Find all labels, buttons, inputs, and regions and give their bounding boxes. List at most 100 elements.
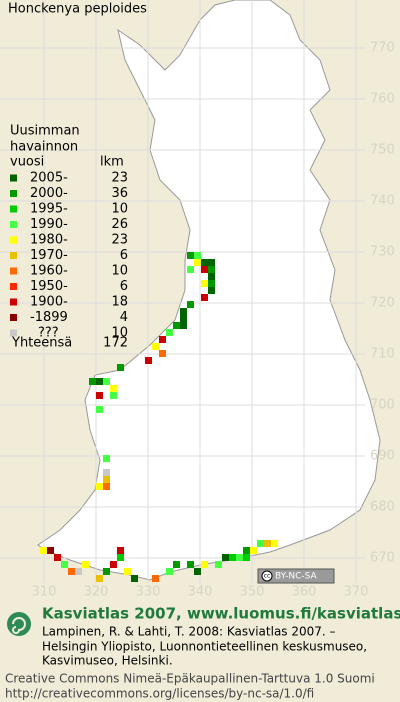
- observation-cell: [173, 322, 180, 329]
- observation-cell: [131, 575, 138, 582]
- citation-line: Helsingin Yliopisto, Luonnontieteellinen…: [42, 640, 367, 654]
- legend-label: 1950-: [30, 279, 68, 294]
- legend-count: 10: [111, 326, 128, 341]
- x-coordinate-label: 360: [292, 585, 317, 600]
- observation-cell: [180, 315, 187, 322]
- grid: 770 760 750 740 730 720 710 700 690 680 670 310 320 3…: [0, 0, 395, 600]
- observation-cell: [187, 266, 194, 273]
- observation-cell: [243, 554, 250, 561]
- legend-heading: havainnon: [10, 140, 78, 155]
- y-coordinate-label: 710: [370, 347, 395, 362]
- legend-count: 23: [111, 171, 128, 186]
- observation-cell: [208, 259, 215, 266]
- y-coordinate-label: 670: [370, 551, 395, 566]
- legend-count-heading: lkm: [100, 155, 124, 170]
- x-coordinate-label: 350: [240, 585, 265, 600]
- x-coordinate-label: 340: [188, 585, 213, 600]
- observation-cell: [222, 554, 229, 561]
- observation-cell: [201, 266, 208, 273]
- legend-label: 1960-: [30, 264, 68, 279]
- legend-label: 2005-: [30, 171, 68, 186]
- observation-cell: [152, 575, 159, 582]
- observation-cell: [40, 547, 47, 554]
- observation-cell: [96, 378, 103, 385]
- legend-label: 2000-: [30, 186, 68, 201]
- y-coordinate-label: 690: [370, 449, 395, 464]
- legend-count: 4: [120, 310, 128, 325]
- observation-cell: [194, 252, 201, 259]
- legend-swatch: [10, 221, 17, 228]
- observation-cell: [173, 561, 180, 568]
- observation-cell: [180, 308, 187, 315]
- legend-label: 1990-: [30, 217, 68, 232]
- observation-cell: [215, 561, 222, 568]
- observation-cell: [96, 483, 103, 490]
- legend-count: 6: [120, 248, 128, 263]
- observation-cell: [117, 364, 124, 371]
- observation-cell: [96, 575, 103, 582]
- observation-cell: [208, 266, 215, 273]
- observation-cell: [145, 357, 152, 364]
- x-coordinate-label: 370: [344, 585, 369, 600]
- y-coordinate-label: 700: [370, 398, 395, 413]
- observation-cell: [124, 568, 131, 575]
- observation-cell: [152, 343, 159, 350]
- y-coordinate-label: 740: [370, 194, 395, 209]
- y-coordinate-label: 730: [370, 245, 395, 260]
- observation-cell: [236, 554, 243, 561]
- citation-line: Lampinen, R. & Lahti, T. 2008: Kasviatla…: [42, 625, 336, 639]
- y-coordinate-label: 750: [370, 143, 395, 158]
- observation-cell: [166, 568, 173, 575]
- legend-swatch: [10, 298, 17, 306]
- legend-count: 26: [111, 217, 128, 232]
- x-coordinate-label: 310: [32, 585, 57, 600]
- observation-cell: [208, 273, 215, 280]
- observation-cell: [201, 259, 208, 266]
- species-title: Honckenya peploides: [8, 2, 147, 17]
- legend-total-label: Yhteensä: [11, 336, 72, 351]
- observation-cell: [75, 568, 82, 575]
- observation-cell: [194, 568, 201, 575]
- observation-cell: [103, 568, 110, 575]
- legend-swatch: [10, 267, 17, 275]
- legend: 2005- 23 2000- 36 1995- 10 1990- 26 1980- 23 1970-…: [10, 171, 128, 341]
- legend-swatch: [10, 236, 17, 244]
- license-line: Creative Commons Nimeä-Epäkaupallinen-Ta…: [5, 672, 375, 686]
- legend-label: 1970-: [30, 248, 68, 263]
- x-coordinate-label: 320: [84, 585, 109, 600]
- observation-cell: [96, 392, 103, 399]
- observation-cell: [103, 378, 110, 385]
- observation-cell: [201, 294, 208, 301]
- legend-total: 172: [103, 336, 128, 351]
- observation-cell: [229, 554, 236, 561]
- legend-swatch: [10, 329, 17, 337]
- license-line: http://creativecommons.org/licenses/by-n…: [5, 687, 314, 701]
- legend-label: 1900-: [30, 295, 68, 310]
- legend-label: -1899: [30, 310, 68, 325]
- observation-cell: [201, 280, 208, 287]
- legend-count: 36: [111, 186, 128, 201]
- legend-label: 1995-: [30, 202, 68, 217]
- observation-cells: [40, 252, 278, 582]
- legend-swatch: [10, 205, 17, 213]
- observation-cell: [61, 561, 68, 568]
- observation-cell: [187, 252, 194, 259]
- legend-label: 1980-: [30, 233, 68, 248]
- observation-cell: [117, 547, 124, 554]
- observation-cell: [194, 259, 201, 266]
- x-coordinate-label: 330: [136, 585, 161, 600]
- observation-cell: [159, 350, 166, 357]
- legend-heading: vuosi: [10, 155, 44, 170]
- citation-line: Kasvimuseo, Helsinki.: [42, 654, 173, 668]
- observation-cell: [89, 378, 96, 385]
- observation-cell: [68, 568, 75, 575]
- observation-cell: [103, 483, 110, 490]
- observation-cell: [96, 406, 103, 413]
- legend-count: 10: [111, 264, 128, 279]
- legend-heading: Uusimman: [10, 124, 80, 139]
- legend-label: ???: [38, 326, 59, 341]
- y-coordinate-label: 720: [370, 296, 395, 311]
- y-coordinate-label: 760: [370, 92, 395, 107]
- legend-count: 10: [111, 202, 128, 217]
